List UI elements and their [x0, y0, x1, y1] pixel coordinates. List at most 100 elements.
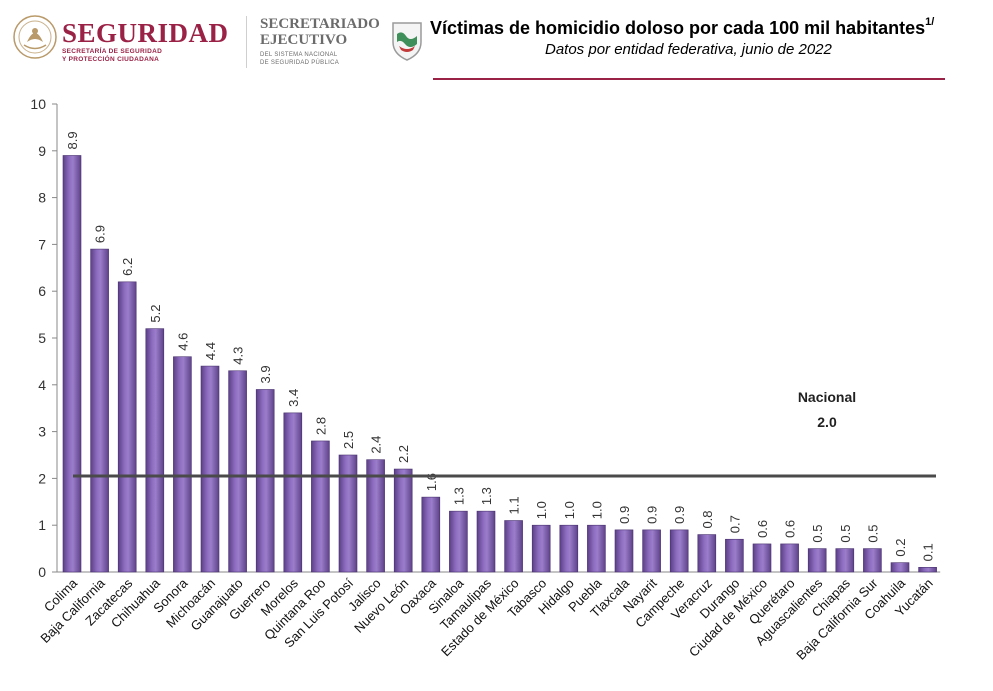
bar: [835, 548, 855, 573]
bar-value-label: 6.2: [120, 258, 135, 276]
y-tick-label: 0: [38, 564, 46, 580]
bar: [504, 520, 523, 573]
bar-value-label: 0.9: [617, 506, 632, 524]
bar: [200, 365, 220, 573]
y-tick-label: 1: [38, 517, 46, 533]
header-rule: [433, 78, 945, 80]
bar-value-label: 1.0: [534, 501, 549, 519]
chart-subtitle: Datos por entidad federativa, junio de 2…: [545, 41, 832, 58]
bar-value-label: 0.6: [783, 520, 798, 538]
chart-title-text: Víctimas de homicidio doloso por cada 10…: [430, 18, 926, 38]
bar-value-label: 1.0: [562, 501, 577, 519]
y-tick-label: 10: [30, 96, 46, 112]
bar: [587, 524, 606, 573]
secretariado-sub-line2: DE SEGURIDAD PÚBLICA: [260, 59, 340, 66]
bar-value-label: 1.3: [451, 487, 466, 505]
y-tick-label: 7: [38, 236, 46, 252]
bar: [283, 412, 303, 573]
bar-value-label: 0.1: [921, 543, 936, 561]
bars: [62, 155, 937, 573]
bar-value-label: 8.9: [65, 131, 80, 149]
bar: [559, 524, 579, 573]
bar-value-label: 3.9: [258, 365, 273, 383]
seguridad-sub-line2: Y PROTECCIÓN CIUDADANA: [62, 56, 160, 63]
bar-value-label: 2.2: [396, 445, 411, 463]
bar-value-label: 4.3: [231, 347, 246, 365]
y-tick-label: 9: [38, 143, 46, 159]
secretariado-sub-line1: DEL SISTEMA NACIONAL: [260, 52, 338, 58]
bar-value-label: 0.8: [700, 510, 715, 528]
bar-value-label: 1.0: [589, 501, 604, 519]
bar: [890, 562, 910, 573]
shield-icon: [392, 22, 422, 61]
bar: [255, 389, 275, 573]
bar: [697, 534, 717, 573]
bar-value-label: 4.4: [203, 342, 218, 360]
secretariado-wordmark: SECRETARIADO EJECUTIVO: [260, 16, 380, 48]
bar: [780, 543, 799, 573]
y-tick-label: 6: [38, 283, 46, 299]
bar-value-label: 6.9: [93, 225, 108, 243]
bar: [173, 356, 192, 573]
bar: [366, 459, 385, 573]
bar-value-label: 0.2: [893, 539, 908, 557]
bar-value-label: 0.9: [645, 506, 660, 524]
bar-value-label: 2.4: [369, 436, 384, 454]
bar: [725, 538, 744, 573]
value-labels: 8.9 6.9 6.2 5.2 4.6 4.4 4.3 3.9 3.4 2.8 2.5 2.4 2.2 1…: [65, 131, 936, 561]
bar: [145, 328, 165, 573]
bar: [62, 155, 82, 573]
bar: [807, 548, 827, 573]
bar-value-label: 2.8: [313, 417, 328, 435]
bar-value-label: 0.5: [838, 525, 853, 543]
bar-value-label: 0.5: [810, 525, 825, 543]
seguridad-sub-line1: SECRETARÍA DE SEGURIDAD: [62, 48, 163, 55]
bar-value-label: 0.5: [865, 525, 880, 543]
bar: [918, 567, 937, 573]
bar: [393, 468, 413, 573]
y-tick-label: 5: [38, 330, 46, 346]
bar-value-label: 3.4: [286, 389, 301, 407]
header-divider: [246, 16, 247, 68]
y-tick-label: 3: [38, 424, 46, 440]
bar: [311, 440, 330, 573]
national-value: 2.0: [817, 414, 837, 430]
bar-value-label: 0.9: [672, 506, 687, 524]
bar-value-label: 2.5: [341, 431, 356, 449]
bar-value-label: 1.6: [424, 473, 439, 491]
header: SEGURIDAD SECRETARÍA DE SEGURIDAD Y PROT…: [0, 0, 993, 80]
bar-chart: 0 1 2 3 4 5 6 7 8 9 10 8.9 6.9 6.2 5.2 4.6 4.4 4.3 3.9 3.4…: [30, 96, 941, 663]
secretariado-subtitle: DEL SISTEMA NACIONAL DE SEGURIDAD PÚBLIC…: [260, 52, 339, 67]
bar-value-label: 4.6: [175, 333, 190, 351]
national-reference: Nacional 2.0: [73, 389, 936, 478]
secretariado-logo: SECRETARIADO EJECUTIVO DEL SISTEMA NACIO…: [260, 16, 440, 72]
chart-title: Víctimas de homicidio doloso por cada 10…: [430, 16, 935, 39]
bar: [752, 543, 772, 573]
chart-title-footnote: 1/: [925, 16, 935, 28]
secretariado-line2: EJECUTIVO: [260, 32, 348, 48]
seguridad-logo: SEGURIDAD SECRETARÍA DE SEGURIDAD Y PROT…: [12, 14, 237, 70]
bar: [338, 454, 358, 573]
bar-value-label: 0.7: [727, 515, 742, 533]
bar: [642, 529, 661, 573]
bar-value-label: 1.3: [479, 487, 494, 505]
bar: [90, 248, 109, 573]
bar: [117, 281, 137, 573]
y-axis: 0 1 2 3 4 5 6 7 8 9 10: [30, 96, 941, 580]
y-tick-label: 2: [38, 470, 46, 486]
bar-value-label: 0.6: [755, 520, 770, 538]
national-seal-icon: [13, 15, 57, 59]
bar-value-label: 5.2: [148, 305, 163, 323]
bar: [228, 370, 247, 573]
bar: [863, 548, 882, 573]
bar: [449, 510, 468, 573]
bar: [669, 529, 689, 573]
bar: [614, 529, 634, 573]
seguridad-wordmark: SEGURIDAD: [62, 18, 229, 48]
y-tick-label: 4: [38, 377, 46, 393]
bar: [421, 496, 441, 573]
y-tick-label: 8: [38, 190, 46, 206]
seguridad-subtitle: SECRETARÍA DE SEGURIDAD Y PROTECCIÓN CIU…: [62, 48, 162, 64]
national-label: Nacional: [798, 389, 856, 405]
